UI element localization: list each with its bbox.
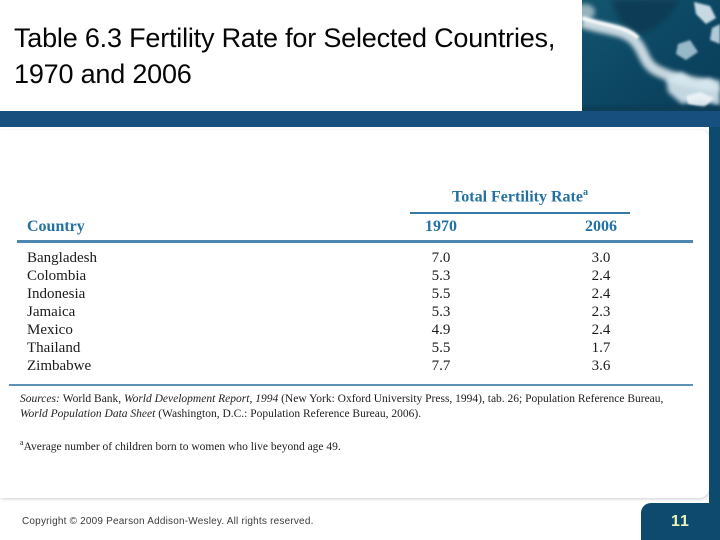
table-row: Indonesia 5.5 2.4: [0, 285, 709, 303]
country-cell: Colombia: [27, 268, 87, 284]
table-footnote: aAverage number of children born to wome…: [20, 436, 688, 454]
value-2006-cell: 2.3: [591, 304, 611, 320]
value-1970-cell: 5.5: [431, 286, 451, 302]
table-row: Bangladesh 7.0 3.0: [0, 249, 709, 267]
country-cell: Bangladesh: [27, 250, 97, 266]
spanner-label: Total Fertility Rate: [452, 188, 583, 206]
value-2006-cell: 3.0: [591, 250, 611, 266]
value-1970-cell: 4.9: [431, 322, 451, 338]
value-1970-cell: 5.5: [431, 340, 451, 356]
value-2006-cell: 1.7: [591, 340, 611, 356]
spanner-underline: [410, 212, 630, 214]
country-cell: Mexico: [27, 322, 73, 338]
value-1970-cell: 5.3: [431, 268, 451, 284]
table-body: Bangladesh 7.0 3.0 Colombia 5.3 2.4 Indo…: [0, 249, 709, 375]
table-row: Jamaica 5.3 2.3: [0, 303, 709, 321]
country-cell: Thailand: [27, 340, 81, 356]
table-row: Colombia 5.3 2.4: [0, 267, 709, 285]
page-number-tab: 11: [641, 503, 720, 540]
country-cell: Indonesia: [27, 286, 86, 302]
table-spanner-header: Total Fertility Ratea: [410, 187, 630, 206]
header-rule: [17, 240, 693, 243]
column-header-1970: 1970: [425, 218, 457, 235]
page-number: 11: [671, 512, 690, 530]
value-1970-cell: 7.0: [431, 250, 451, 266]
country-cell: Zimbabwe: [27, 358, 92, 374]
table-row: Mexico 4.9 2.4: [0, 321, 709, 339]
value-2006-cell: 2.4: [591, 322, 611, 338]
title-divider-bar: [0, 111, 720, 127]
slide-title: Table 6.3 Fertility Rate for Selected Co…: [14, 23, 556, 89]
spanner-footnote-marker: a: [582, 187, 588, 198]
table-bottom-rule: [9, 384, 693, 386]
table-row: Zimbabwe 7.7 3.6: [0, 357, 709, 375]
copyright-text: Copyright © 2009 Pearson Addison-Wesley.…: [22, 516, 314, 527]
footnote-text: Average number of children born to women…: [23, 440, 341, 453]
sources-label: Sources:: [20, 393, 63, 405]
column-header-country: Country: [27, 218, 85, 235]
table-figure-panel: Total Fertility Ratea Country 1970 2006 …: [0, 130, 709, 498]
footnote-marker: a: [20, 438, 24, 447]
value-2006-cell: 2.4: [591, 268, 611, 284]
country-cell: Jamaica: [27, 304, 76, 320]
table-row: Thailand 5.5 1.7: [0, 339, 709, 357]
value-2006-cell: 3.6: [591, 358, 611, 374]
right-edge-strip: [709, 127, 720, 540]
asia-map-graphic: [582, 0, 720, 112]
column-header-2006: 2006: [585, 218, 617, 235]
value-1970-cell: 7.7: [431, 358, 451, 374]
sources-note: Sources: World Bank, World Development R…: [20, 393, 664, 420]
value-1970-cell: 5.3: [431, 304, 451, 320]
asia-map-image: [582, 0, 720, 112]
value-2006-cell: 2.4: [591, 286, 611, 302]
